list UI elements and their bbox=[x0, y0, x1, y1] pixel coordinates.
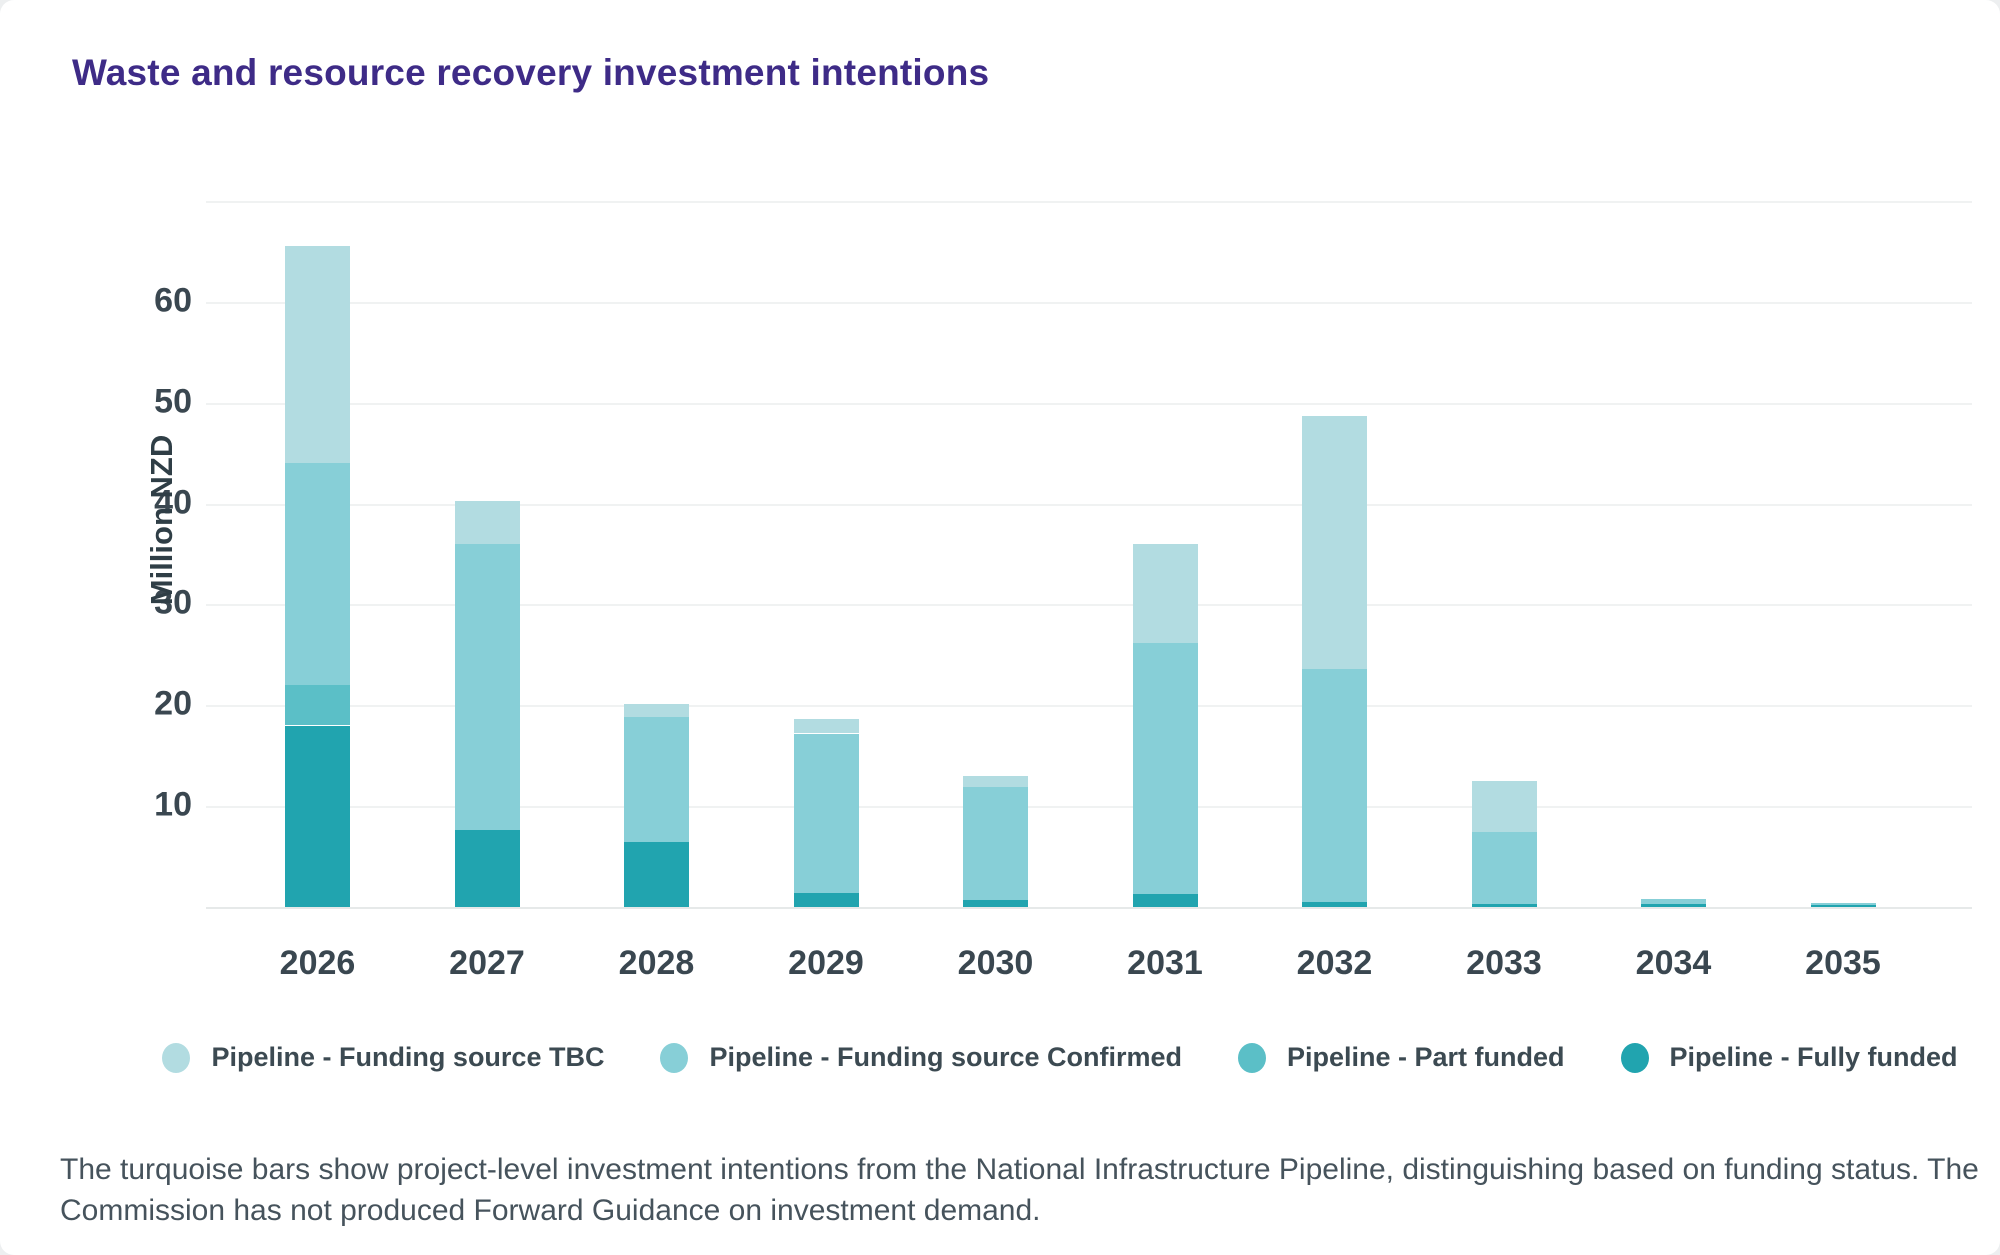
x-axis-label: 2027 bbox=[449, 944, 525, 982]
gridline-70 bbox=[206, 201, 1972, 203]
gridline-0 bbox=[206, 907, 1972, 909]
bar-2031-fully bbox=[1132, 893, 1198, 907]
y-axis-label: 50 bbox=[154, 382, 192, 421]
gridline-10 bbox=[206, 806, 1972, 809]
legend-item-label: Pipeline - Funding source TBC bbox=[211, 1042, 605, 1072]
bar-2033-confirmed bbox=[1471, 832, 1537, 904]
y-axis-label: 20 bbox=[154, 685, 192, 724]
x-axis-label: 2028 bbox=[618, 944, 695, 982]
x-axis-label: 2026 bbox=[279, 944, 356, 982]
gridline-40 bbox=[206, 503, 1972, 506]
bar-2026-confirmed bbox=[285, 463, 350, 686]
bar-2029-fully bbox=[793, 892, 859, 907]
legend-item-label: Pipeline - Funding source Confirmed bbox=[709, 1042, 1182, 1072]
chart-title: Waste and resource recovery investment i… bbox=[72, 52, 990, 93]
bar-2028-fully bbox=[624, 842, 689, 907]
legend: Pipeline - Funding source TBC Pipeline - … bbox=[120, 1042, 2000, 1073]
bar-2033-fully bbox=[1471, 904, 1537, 907]
bar-2027-confirmed bbox=[454, 543, 520, 831]
bar-2029-confirmed bbox=[793, 733, 859, 893]
legend-dot-icon bbox=[162, 1042, 191, 1073]
gridline-50 bbox=[206, 402, 1972, 405]
bar-2026-tbc bbox=[285, 246, 350, 464]
y-axis-title: Million NZD bbox=[144, 434, 179, 606]
x-axis-label: 2034 bbox=[1635, 944, 1712, 982]
bar-2030-confirmed bbox=[963, 787, 1028, 900]
y-axis-label: 60 bbox=[154, 281, 192, 320]
legend-item: Pipeline - Funding source TBC bbox=[162, 1042, 604, 1073]
bar-2031-tbc bbox=[1132, 543, 1198, 643]
gridline-30 bbox=[206, 604, 1972, 607]
y-axis-label: 30 bbox=[154, 584, 192, 623]
bar-2027-tbc bbox=[454, 500, 520, 544]
legend-dot-icon bbox=[1620, 1042, 1649, 1073]
x-axis-label: 2030 bbox=[957, 944, 1034, 982]
x-axis-label: 2031 bbox=[1127, 944, 1203, 982]
y-axis-label: 10 bbox=[154, 785, 192, 824]
x-axis-label: 2029 bbox=[788, 944, 864, 982]
legend-item: Pipeline - Fully funded bbox=[1620, 1042, 1958, 1073]
footnote-line-2: Commission has not produced Forward Guid… bbox=[60, 1194, 1041, 1227]
x-axis-label: 2033 bbox=[1466, 944, 1542, 982]
legend-item: Pipeline - Funding source Confirmed bbox=[660, 1042, 1182, 1073]
bar-2032-confirmed bbox=[1302, 669, 1367, 902]
bar-2027-fully bbox=[454, 830, 520, 907]
bar-2034-confirmed bbox=[1641, 898, 1706, 904]
bar-2031-confirmed bbox=[1132, 642, 1198, 894]
y-axis-label: 40 bbox=[154, 483, 192, 522]
x-axis-label: 2035 bbox=[1805, 944, 1881, 982]
bar-2028-confirmed bbox=[624, 717, 689, 843]
legend-item-label: Pipeline - Fully funded bbox=[1669, 1042, 1958, 1072]
legend-item-label: Pipeline - Part funded bbox=[1287, 1042, 1565, 1072]
bar-2028-tbc bbox=[624, 704, 689, 718]
bar-2033-tbc bbox=[1471, 780, 1537, 833]
legend-item: Pipeline - Part funded bbox=[1238, 1042, 1565, 1073]
gridline-60 bbox=[206, 301, 1972, 304]
gridline-20 bbox=[206, 705, 1972, 708]
bar-2035-fully bbox=[1810, 905, 1876, 907]
bar-2030-fully bbox=[963, 899, 1028, 907]
footnote-line-1: The turquoise bars show project-level in… bbox=[60, 1153, 1979, 1186]
bar-2026-fully bbox=[285, 725, 350, 907]
chart-footnote: The turquoise bars show project-level in… bbox=[60, 1149, 1979, 1231]
bar-2035-confirmed bbox=[1810, 903, 1876, 905]
bar-2032-tbc bbox=[1302, 415, 1367, 669]
bar-2029-tbc bbox=[793, 719, 859, 734]
bar-2026-part bbox=[285, 685, 350, 726]
bar-2032-fully bbox=[1302, 902, 1367, 907]
x-axis-label: 2032 bbox=[1296, 944, 1373, 982]
legend-dot-icon bbox=[660, 1042, 689, 1073]
bar-2030-tbc bbox=[963, 775, 1028, 787]
bar-2034-fully bbox=[1641, 904, 1706, 907]
legend-dot-icon bbox=[1238, 1042, 1266, 1073]
